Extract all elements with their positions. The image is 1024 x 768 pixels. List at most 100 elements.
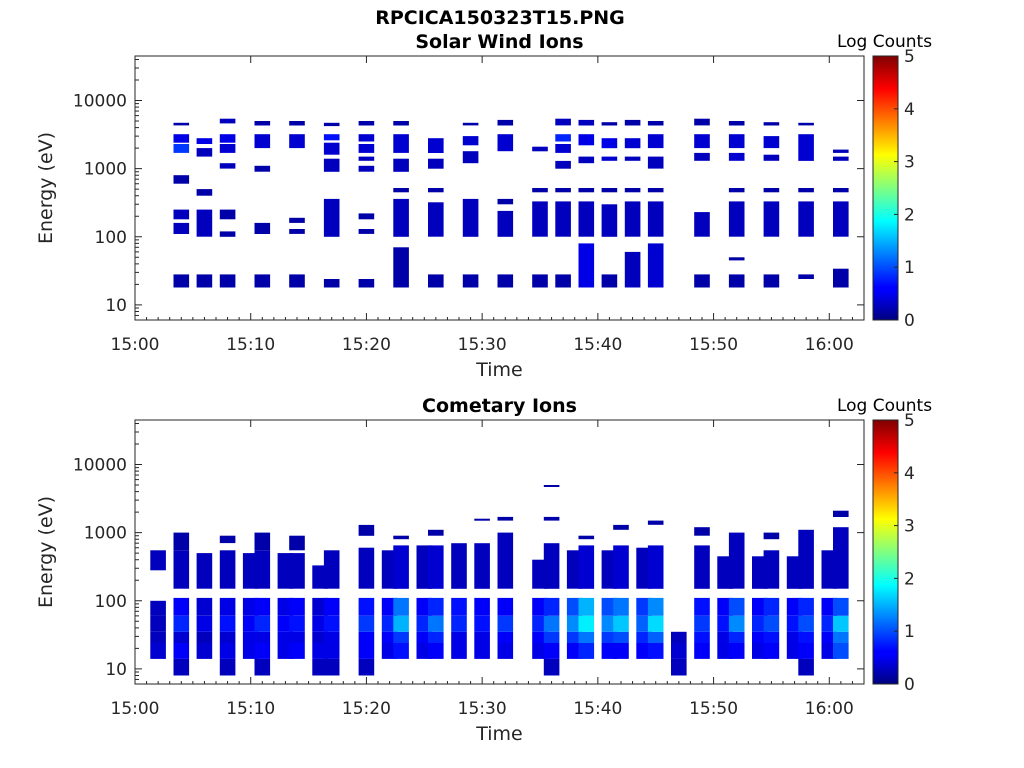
spectrogram-cell xyxy=(578,535,595,540)
spectrogram-cell xyxy=(150,643,166,659)
spectrogram-cell xyxy=(173,209,190,220)
spectrogram-cell xyxy=(173,144,190,153)
colorbar-tick-label: 0 xyxy=(904,311,915,331)
spectrogram-cell xyxy=(393,631,409,643)
spectrogram-cell xyxy=(323,658,340,676)
spectrogram-cell xyxy=(254,121,271,126)
spectrogram-cell xyxy=(289,217,305,223)
spectrogram-cell xyxy=(763,188,780,193)
spectrogram-cell xyxy=(451,631,467,643)
spectrogram-cell xyxy=(289,597,305,616)
x-tick-label: 15:00 xyxy=(111,699,160,719)
y-tick-label: 10 xyxy=(105,660,127,680)
spectrogram-cell xyxy=(219,134,236,143)
spectrogram-cell xyxy=(289,643,305,659)
x-tick-label: 15:40 xyxy=(573,699,622,719)
spectrogram-cell xyxy=(254,532,271,551)
spectrogram-cell xyxy=(497,274,514,288)
spectrogram-cell xyxy=(451,597,467,616)
spectrogram-cell xyxy=(474,597,490,616)
spectrogram-cell xyxy=(798,134,814,161)
spectrogram-cell xyxy=(763,274,780,288)
colorbar-tick-label: 5 xyxy=(904,47,915,67)
spectrogram-cell xyxy=(428,188,444,193)
spectrogram-cell xyxy=(647,631,664,643)
y-tick-label: 1000 xyxy=(84,524,127,544)
spectrogram-cell xyxy=(555,118,571,126)
y-tick-label: 10000 xyxy=(73,456,127,476)
colorbar xyxy=(872,419,899,685)
spectrogram-cell xyxy=(219,597,236,616)
spectrogram-cell xyxy=(833,201,849,237)
spectrogram-cell xyxy=(578,188,595,193)
x-tick-label: 16:00 xyxy=(805,335,854,355)
spectrogram-cell xyxy=(647,121,664,126)
spectrogram-cell xyxy=(728,188,745,193)
spectrogram-cell xyxy=(694,597,710,616)
spectrogram-cell xyxy=(219,550,236,589)
colorbar-tick-label: 1 xyxy=(904,622,915,642)
spectrogram-cell xyxy=(694,274,710,288)
spectrogram-cell xyxy=(763,550,780,589)
spectrogram-cell xyxy=(358,631,375,643)
y-axis-label: Energy (eV) xyxy=(35,132,57,244)
spectrogram-cell xyxy=(196,138,213,144)
spectrogram-cell xyxy=(393,188,409,193)
spectrogram-cell xyxy=(323,615,340,632)
colorbar-label: Log Counts xyxy=(837,396,932,416)
x-tick-label: 15:30 xyxy=(458,699,507,719)
spectrogram-cell xyxy=(624,251,641,288)
spectrogram-cell xyxy=(173,550,190,589)
spectrogram-cell xyxy=(196,597,213,616)
spectrogram-cell xyxy=(173,122,190,126)
x-tick-label: 15:20 xyxy=(342,335,391,355)
spectrogram-cell xyxy=(254,134,271,149)
spectrogram-cell xyxy=(393,134,409,153)
colorbar-label: Log Counts xyxy=(837,32,932,52)
spectrogram-cell xyxy=(671,643,687,659)
spectrogram-cell xyxy=(219,643,236,659)
spectrogram-cell xyxy=(173,175,190,184)
spectrogram-cell xyxy=(532,631,548,643)
x-tick-label: 15:50 xyxy=(689,335,738,355)
spectrogram-cell xyxy=(694,134,710,149)
spectrogram-cell xyxy=(555,188,571,193)
spectrogram-cell xyxy=(393,643,409,659)
spectrogram-cell xyxy=(254,597,271,616)
spectrogram-cell xyxy=(462,198,479,237)
spectrogram-cell xyxy=(543,485,560,487)
spectrogram-cell xyxy=(833,149,849,153)
spectrogram-cell xyxy=(173,597,190,616)
spectrogram-cell xyxy=(578,545,595,589)
spectrogram-cell xyxy=(323,631,340,643)
spectrogram-cell xyxy=(613,545,629,589)
spectrogram-cell xyxy=(451,643,467,659)
spectrogram-cell xyxy=(416,631,433,643)
spectrogram-cell xyxy=(798,122,814,126)
colorbar-tick-label: 2 xyxy=(904,569,915,589)
spectrogram-cell xyxy=(451,615,467,632)
spectrogram-cell xyxy=(647,597,664,616)
colorbar-tick-label: 2 xyxy=(904,205,915,225)
spectrogram-cell xyxy=(647,134,664,149)
spectrogram-cell xyxy=(254,165,271,172)
spectrogram-cell xyxy=(451,543,467,589)
spectrogram-cell xyxy=(497,631,514,643)
x-tick-label: 15:10 xyxy=(226,699,275,719)
spectrogram-cell xyxy=(358,279,375,288)
spectrogram-cell xyxy=(393,615,409,632)
spectrogram-cell xyxy=(763,136,780,149)
spectrogram-cell xyxy=(578,631,595,643)
colorbar-tick-label: 3 xyxy=(904,153,915,173)
spectrogram-cell xyxy=(613,643,629,659)
spectrogram-cell xyxy=(254,658,271,676)
spectrogram-cell xyxy=(219,209,236,220)
panel-title: Cometary Ions xyxy=(422,395,577,417)
x-tick-label: 15:20 xyxy=(342,699,391,719)
spectrogram-cell xyxy=(358,213,375,220)
spectrogram-cell xyxy=(624,119,641,126)
spectrogram-cell xyxy=(462,151,479,164)
spectrogram-cell xyxy=(555,160,571,169)
spectrogram-cell xyxy=(196,643,213,659)
spectrogram-cell xyxy=(601,188,618,193)
